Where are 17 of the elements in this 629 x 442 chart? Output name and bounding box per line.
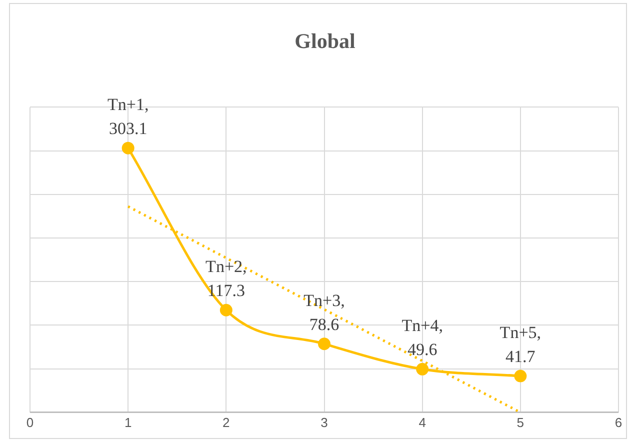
data-label: Tn+1, 303.1: [107, 95, 149, 138]
x-tick-label: 0: [26, 414, 34, 430]
point: [122, 142, 134, 154]
x-tick-label: 6: [614, 414, 622, 430]
data-label: Tn+4, 49.6: [402, 316, 443, 360]
x-tick-label: 4: [418, 414, 426, 430]
data-label: Tn+3, 78.6: [304, 290, 345, 334]
point: [416, 362, 429, 376]
x-tick-label: 1: [124, 414, 132, 430]
x-tick-label: 5: [516, 414, 524, 430]
point: [514, 370, 527, 382]
data-label: Tn+5, 41.7: [500, 323, 542, 366]
x-tick-label: 3: [320, 414, 328, 430]
x-tick-label: 2: [222, 414, 230, 430]
point: [220, 304, 232, 316]
chart-title: Global: [294, 29, 356, 54]
point: [318, 338, 330, 350]
